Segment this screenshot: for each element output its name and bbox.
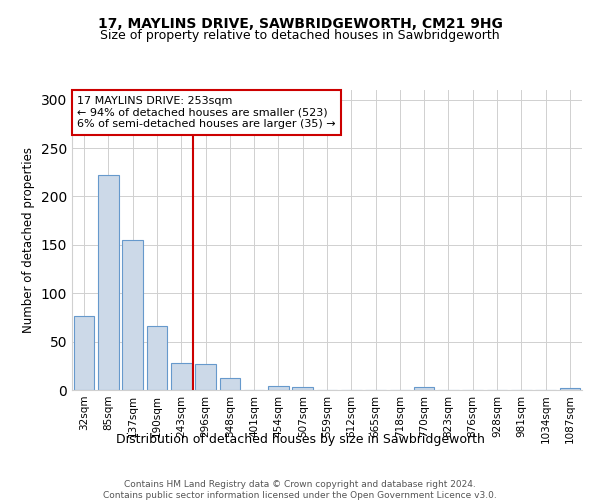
Text: 17 MAYLINS DRIVE: 253sqm
← 94% of detached houses are smaller (523)
6% of semi-d: 17 MAYLINS DRIVE: 253sqm ← 94% of detach… xyxy=(77,96,336,129)
Bar xyxy=(292,387,313,390)
Bar xyxy=(122,240,143,390)
Y-axis label: Number of detached properties: Number of detached properties xyxy=(22,147,35,333)
Bar xyxy=(195,364,216,390)
Text: Contains HM Land Registry data © Crown copyright and database right 2024.: Contains HM Land Registry data © Crown c… xyxy=(124,480,476,489)
Bar xyxy=(171,363,191,390)
Bar xyxy=(98,175,119,390)
Bar xyxy=(146,326,167,390)
Bar xyxy=(268,386,289,390)
Text: Contains public sector information licensed under the Open Government Licence v3: Contains public sector information licen… xyxy=(103,491,497,500)
Bar xyxy=(74,316,94,390)
Bar xyxy=(220,378,240,390)
Bar xyxy=(414,387,434,390)
Text: Size of property relative to detached houses in Sawbridgeworth: Size of property relative to detached ho… xyxy=(100,29,500,42)
Text: Distribution of detached houses by size in Sawbridgeworth: Distribution of detached houses by size … xyxy=(116,432,484,446)
Text: 17, MAYLINS DRIVE, SAWBRIDGEWORTH, CM21 9HG: 17, MAYLINS DRIVE, SAWBRIDGEWORTH, CM21 … xyxy=(98,18,502,32)
Bar xyxy=(560,388,580,390)
